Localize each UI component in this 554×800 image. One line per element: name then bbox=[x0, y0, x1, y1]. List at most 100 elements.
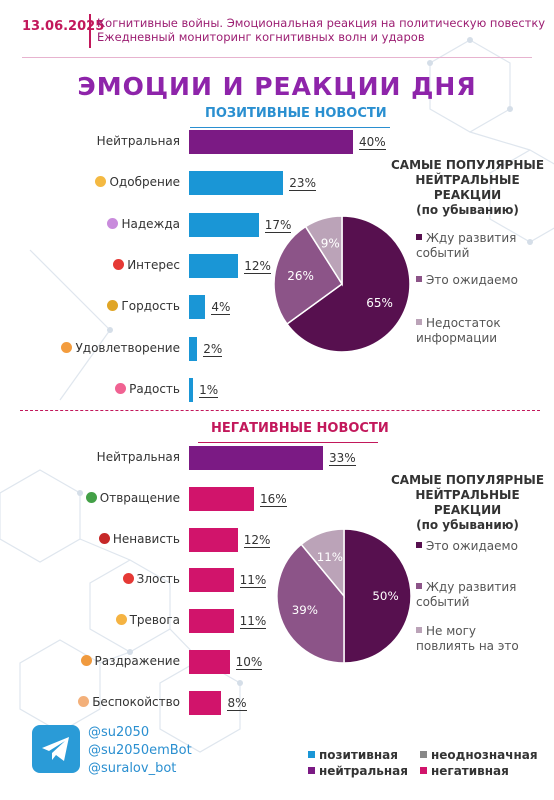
praying-hands-icon bbox=[107, 217, 119, 229]
legend-swatch bbox=[416, 542, 422, 548]
pie-slice-label: 9% bbox=[321, 237, 340, 251]
legend-swatch bbox=[416, 319, 422, 325]
frowning-face-icon bbox=[80, 655, 92, 666]
bar bbox=[189, 295, 206, 320]
pie-slice bbox=[285, 215, 411, 353]
bar-value-label: 12% bbox=[244, 258, 271, 274]
reactions-title-line-3: (по убыванию) bbox=[416, 518, 519, 532]
bar bbox=[189, 446, 323, 470]
handle-link[interactable]: @su2050emBot bbox=[88, 743, 192, 758]
angry-symbols-face-icon bbox=[98, 532, 110, 544]
pie-slice bbox=[343, 528, 412, 664]
bar-value-label: 8% bbox=[227, 695, 247, 711]
legend-negative: негативная bbox=[420, 764, 509, 778]
pie-slice-label: 50% bbox=[372, 589, 398, 603]
bar-value-label: 40% bbox=[359, 135, 386, 150]
bar-value-label: 16% bbox=[259, 491, 287, 507]
category-text: Злость bbox=[136, 572, 180, 587]
bar-category-label: Гордость bbox=[107, 299, 180, 313]
bar-category-label: Ненависть bbox=[98, 531, 180, 546]
bar bbox=[189, 486, 254, 511]
bar-value-label: 12% bbox=[243, 532, 271, 548]
legend-label: Недостаток информации bbox=[416, 316, 501, 345]
bar-value-label: 1% bbox=[199, 382, 219, 398]
pie-slice bbox=[304, 215, 343, 287]
negative-legend-item-2: Жду развития событий bbox=[416, 580, 534, 610]
bar bbox=[189, 650, 230, 674]
pie-slice bbox=[300, 528, 345, 599]
negative-legend-item-1: Это ожидаемо bbox=[416, 539, 534, 554]
legend-label: негативная bbox=[431, 764, 509, 778]
bar-value-label: 11% bbox=[239, 614, 267, 630]
bar-category-label: Злость bbox=[122, 572, 180, 587]
legend-neutral: нейтральная bbox=[308, 764, 408, 778]
report-date: 13.06.2025 bbox=[22, 19, 105, 34]
negative-legend-item-3: Не могу повлиять на это bbox=[416, 624, 534, 654]
negative-title-underline bbox=[198, 442, 378, 443]
paper-plane-icon bbox=[42, 737, 69, 761]
bar-category-label: Интерес bbox=[113, 258, 180, 272]
reactions-title-line-1: САМЫЕ ПОПУЛЯРНЫЕ bbox=[390, 473, 545, 487]
legend-label: нейтральная bbox=[319, 764, 408, 778]
category-text: Ненависть bbox=[112, 531, 180, 546]
negative-pie-chart: 50% 39% 11% bbox=[276, 528, 412, 664]
handle-link[interactable]: @suralov_bot bbox=[88, 761, 177, 776]
category-text: Одобрение bbox=[109, 175, 180, 190]
category-text: Раздражение bbox=[94, 654, 180, 668]
bar-category-label: Нейтральная bbox=[97, 134, 180, 148]
category-text: Интерес bbox=[127, 257, 180, 272]
bar-value-text: 11% bbox=[239, 614, 267, 630]
bar bbox=[189, 212, 259, 237]
bar-value-label: 4% bbox=[211, 300, 231, 316]
positive-title-underline bbox=[190, 127, 390, 128]
bar bbox=[189, 527, 238, 552]
exclamation-question-icon bbox=[113, 258, 125, 270]
reactions-title-line-2: НЕЙТРАЛЬНЫЕ РЕАКЦИИ bbox=[415, 173, 520, 202]
pie-slice-label: 39% bbox=[292, 603, 318, 617]
category-text: Радость bbox=[129, 381, 180, 396]
bar-value-text: 4% bbox=[211, 300, 231, 316]
header-line-2: Ежедневный мониторинг когнитивных волн и… bbox=[97, 30, 425, 44]
bar bbox=[189, 336, 198, 361]
negative-reactions-title: САМЫЕ ПОПУЛЯРНЫЕ НЕЙТРАЛЬНЫЕ РЕАКЦИИ (по… bbox=[380, 473, 554, 533]
bar bbox=[189, 253, 239, 278]
pie-slice bbox=[273, 225, 344, 326]
bar-value-text: 23% bbox=[289, 176, 316, 192]
category-text: Гордость bbox=[121, 299, 180, 314]
smiling-face-icon bbox=[61, 341, 73, 353]
anxious-face-icon bbox=[78, 695, 90, 707]
bar-category-label: Радость bbox=[115, 382, 180, 396]
legend-positive: позитивная bbox=[308, 748, 398, 762]
legend-label: позитивная bbox=[319, 748, 398, 762]
bar-category-label: Беспокойство bbox=[78, 695, 180, 709]
legend-swatch bbox=[416, 234, 422, 240]
legend-swatch bbox=[420, 767, 427, 774]
heart-face-icon bbox=[115, 382, 127, 394]
bar bbox=[189, 609, 234, 634]
legend-label: Это ожидаемо bbox=[426, 539, 518, 553]
section-divider bbox=[20, 410, 540, 411]
legend-swatch bbox=[416, 583, 422, 589]
reactions-title-line-1: САМЫЕ ПОПУЛЯРНЫЕ bbox=[390, 158, 545, 172]
bar-value-text: 40% bbox=[359, 135, 386, 150]
category-text: Надежда bbox=[121, 216, 180, 231]
legend-label: Не могу повлиять на это bbox=[416, 624, 519, 653]
bar-value-text: 2% bbox=[203, 341, 223, 357]
bar-value-text: 11% bbox=[239, 573, 267, 589]
bar-value-text: 33% bbox=[329, 451, 356, 466]
bar-category-label: Раздражение bbox=[80, 654, 180, 668]
header-line-1: Когнитивные войны. Эмоциональная реакция… bbox=[97, 16, 546, 30]
channel-handles: @su2050 @su2050emBot @suralov_bot bbox=[88, 724, 192, 778]
header-divider bbox=[89, 14, 91, 48]
clapping-hands-icon bbox=[95, 176, 107, 188]
category-text: Нейтральная bbox=[96, 134, 180, 148]
bar-value-text: 10% bbox=[235, 655, 263, 670]
pie-slice-label: 11% bbox=[317, 550, 343, 564]
telegram-logo-icon[interactable] bbox=[32, 725, 80, 773]
bar bbox=[189, 690, 222, 715]
angry-face-icon bbox=[122, 573, 134, 585]
legend-ambiguous: неоднозначная bbox=[420, 748, 538, 762]
legend-swatch bbox=[416, 276, 422, 282]
trophy-icon bbox=[107, 300, 119, 312]
handle-link[interactable]: @su2050 bbox=[88, 725, 150, 740]
